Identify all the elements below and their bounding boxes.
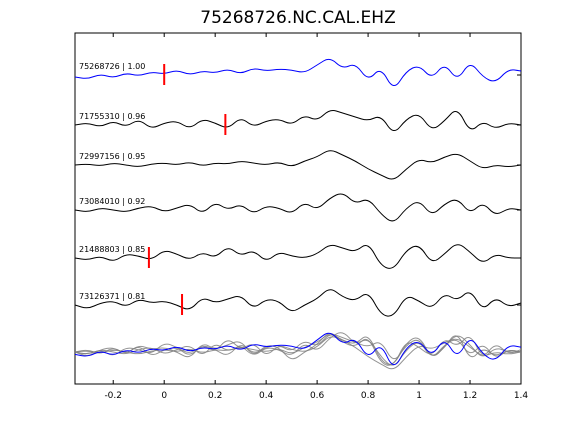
x-tick-label-3: 0.2 [208,391,222,401]
trace-line-1 [74,58,522,86]
trace-line-4 [74,193,522,222]
trace-line-5 [74,244,521,269]
x-tick-label-5: 0.6 [310,391,325,401]
trace-label-4: 73084010 | 0.92 [79,197,145,206]
x-tick-label-1: -0.2 [104,391,122,401]
stack-line-6 [74,332,522,366]
chart-title: 75268726.NC.CAL.EHZ [200,8,396,28]
stack-overlay-group [74,332,522,370]
x-axis: -0.2 0 0.2 0.4 0.6 0.8 1 1.2 1.4 [104,33,528,401]
x-tick-label-9: 1.4 [514,391,529,401]
trace-line-6 [74,289,522,317]
x-tick-label-2: 0 [161,391,167,401]
trace-label-2: 71755310 | 0.96 [79,112,145,121]
stack-line-5 [74,333,522,366]
trace-label-1: 75268726 | 1.00 [79,62,145,71]
trace-label-5: 21488803 | 0.85 [79,245,145,254]
trace-group: 75268726 | 1.00 71755310 | 0.96 72997156 |… [74,58,522,317]
stack-line-3 [74,332,522,366]
x-tick-label-4: 0.4 [259,391,274,401]
trace-label-3: 72997156 | 0.95 [79,152,145,161]
stack-line-4 [74,335,521,365]
x-tick-label-8: 1.2 [463,391,477,401]
trace-line-2 [74,110,522,131]
x-tick-label-7: 1 [416,391,422,401]
x-tick-label-6: 0.8 [361,391,376,401]
trace-label-6: 73126371 | 0.81 [79,292,145,301]
trace-line-3 [74,150,522,180]
